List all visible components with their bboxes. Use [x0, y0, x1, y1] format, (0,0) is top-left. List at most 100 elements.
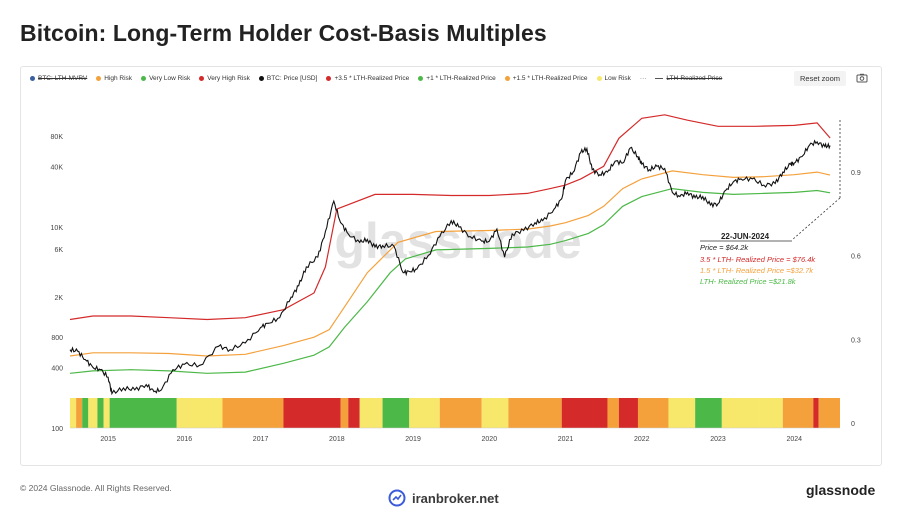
legend-label: High Risk: [104, 74, 133, 82]
risk-band-segment: [618, 398, 638, 428]
x-tick-label: 2019: [405, 436, 421, 443]
risk-band-segment: [409, 398, 440, 428]
risk-band-segment: [439, 398, 482, 428]
x-tick-label: 2023: [710, 436, 726, 443]
risk-band-segment: [721, 398, 760, 428]
x-tick-label: 2016: [177, 436, 193, 443]
legend-label: LTH-Realized Price: [666, 74, 723, 82]
x-tick-label: 2017: [253, 436, 269, 443]
legend-dot-marker: [596, 75, 602, 81]
legend-dot-marker: [504, 75, 510, 81]
copyright: © 2024 Glassnode. All Rights Reserved.: [20, 483, 172, 493]
reset-zoom-button[interactable]: Reset zoom: [794, 71, 846, 86]
broker-icon: [388, 489, 406, 507]
legend-item[interactable]: BTC: LTH-MVRV: [30, 75, 87, 82]
legend-label: Very High Risk: [207, 74, 250, 82]
annotation-red: 3.5 * LTH- Realized Price = $76.4k: [700, 255, 816, 264]
chart-legend: BTC: LTH-MVRV High Risk Very Low Risk Very …: [30, 72, 731, 84]
legend-dots-marker: ···: [639, 74, 647, 82]
legend-dot-marker: [30, 75, 35, 81]
legend-dot-marker: [141, 75, 147, 81]
x-tick-label: 2015: [100, 436, 116, 443]
x-tick-label: 2024: [786, 436, 802, 443]
risk-band-segment: [759, 398, 783, 428]
legend-item[interactable]: +1 * LTH-Realized Price: [418, 74, 496, 82]
risk-band-segment: [348, 398, 360, 428]
risk-band-segment: [637, 398, 669, 428]
x-tick-label: 2018: [329, 436, 345, 443]
risk-band-segment: [88, 398, 98, 428]
legend-dot-marker: [199, 75, 205, 81]
legend-item[interactable]: Very Low Risk: [141, 75, 190, 82]
legend-label: Low Risk: [604, 74, 631, 82]
broker-name: iranbroker.net: [412, 490, 499, 506]
legend-item[interactable]: BTC: Price [USD]: [258, 74, 318, 82]
risk-band-segment: [668, 398, 696, 428]
page-title: Bitcoin: Long-Term Holder Cost-Basis Mul…: [20, 20, 547, 46]
lth-realized-price-line: [69, 187, 831, 374]
risk-band-segment: [176, 398, 223, 428]
y-tick-label: 40K: [51, 164, 64, 171]
y2-tick-label: 0.6: [851, 254, 861, 261]
y-tick-label: 2K: [54, 295, 63, 302]
3-5-lth-realized-price-line: [69, 114, 831, 321]
annotation-date: 22-JUN-2024: [721, 232, 770, 241]
risk-band-segment: [561, 398, 608, 428]
legend-item[interactable]: +3.5 * LTH-Realized Price: [326, 75, 409, 82]
y-tick-label: 10K: [51, 225, 64, 232]
x-tick-label: 2020: [482, 436, 498, 443]
risk-band-segment: [76, 398, 83, 428]
legend-label: +1.5 * LTH-Realized Price: [512, 74, 588, 82]
x-tick-label: 2022: [634, 436, 650, 443]
y-tick-label: 800: [51, 335, 63, 342]
risk-band-segment: [283, 398, 341, 428]
risk-band-segment: [109, 398, 177, 428]
y-tick-label: 400: [51, 365, 63, 372]
risk-band-segment: [70, 398, 77, 428]
risk-band-segment: [82, 398, 89, 428]
legend-label: +1 * LTH-Realized Price: [426, 74, 496, 82]
risk-band-segment: [382, 398, 410, 428]
legend-item[interactable]: Very High Risk: [199, 75, 250, 82]
y2-tick-label: 0: [851, 421, 855, 428]
risk-band-segment: [695, 398, 722, 428]
legend-label: Very Low Risk: [149, 74, 191, 82]
risk-band-segment: [97, 398, 104, 428]
risk-band-segment: [818, 398, 840, 428]
legend-item[interactable]: LTH-Realized Price: [655, 75, 722, 82]
legend-label: BTC: Price [USD]: [266, 74, 318, 82]
legend-item[interactable]: High Risk: [96, 75, 132, 82]
brand-logo: glassnode: [806, 482, 876, 498]
annotation-orange: 1.5 * LTH- Realized Price =$32.7k: [700, 266, 814, 275]
y-tick-label: 6K: [54, 247, 63, 254]
risk-band-segment: [340, 398, 349, 428]
annotation-price: Price = $64.2k: [700, 243, 749, 252]
risk-band-segment: [481, 398, 509, 428]
y-tick-label: 100: [51, 426, 63, 433]
risk-band-segment: [607, 398, 619, 428]
risk-band-segment: [359, 398, 383, 428]
btc-price-usd-line: [69, 139, 831, 396]
1-5-lth-realized-price-line: [69, 170, 831, 357]
annotation-green: LTH- Realized Price =$21.8k: [700, 277, 797, 286]
legend-label: +3.5 * LTH-Realized Price: [334, 74, 410, 82]
risk-band-segment: [222, 398, 284, 428]
risk-band-segment: [508, 398, 562, 428]
legend-dot-marker: [258, 75, 264, 81]
legend-item[interactable]: Low Risk: [596, 74, 631, 82]
legend-item[interactable]: +1.5 * LTH-Realized Price: [504, 74, 588, 82]
legend-label: BTC: LTH-MVRV: [38, 74, 88, 82]
y2-tick-label: 0.9: [851, 170, 861, 177]
watermark: glassnode: [334, 213, 581, 269]
y2-tick-label: 0.3: [851, 337, 861, 344]
legend-item[interactable]: ···: [640, 75, 647, 82]
annotation: 22-JUN-2024 Price = $64.2k 3.5 * LTH- Re…: [700, 120, 841, 286]
x-tick-label: 2021: [558, 436, 574, 443]
legend-dot-marker: [96, 75, 102, 81]
legend-dash-marker: [655, 77, 664, 79]
y-tick-label: 80K: [51, 134, 64, 141]
camera-icon[interactable]: [856, 72, 868, 84]
risk-band-segment: [782, 398, 814, 428]
legend-dot-marker: [326, 75, 332, 81]
